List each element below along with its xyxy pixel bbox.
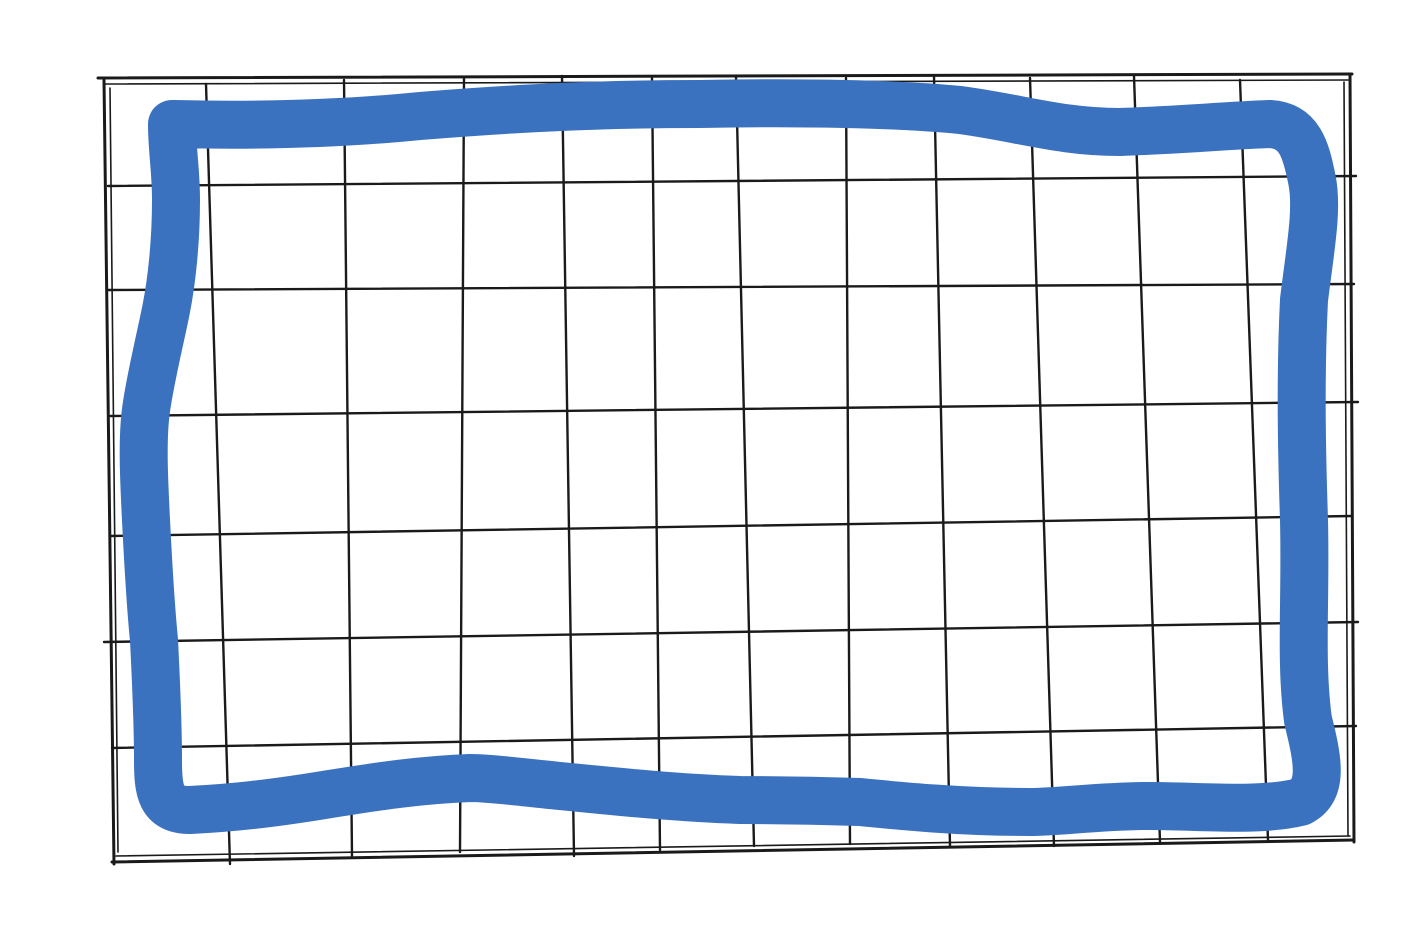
grid-col-line-5 xyxy=(650,76,662,852)
grid-frame-right xyxy=(1348,72,1356,844)
grid-col-line-10 xyxy=(1132,74,1162,844)
hand-drawn-grid xyxy=(96,72,1360,866)
grid-frame-bottom-double xyxy=(115,835,1351,857)
grid-col-line-7 xyxy=(844,76,852,846)
grid-col-line-11 xyxy=(1238,78,1270,842)
grid-col-line-2 xyxy=(342,78,354,858)
grid-row-line-4 xyxy=(108,514,1354,538)
grid-row-line-1 xyxy=(106,174,1358,188)
grid-col-line-1 xyxy=(204,82,232,866)
grid-row-line-3 xyxy=(108,400,1360,418)
grid-col-line-6 xyxy=(734,74,756,848)
grid-frame-left xyxy=(102,78,116,866)
grid-frame-right-double xyxy=(1343,81,1349,837)
grid-col-line-8 xyxy=(932,74,952,848)
grid-col-line-3 xyxy=(458,76,466,854)
grid-col-line-4 xyxy=(560,74,576,858)
grid-row-line-6 xyxy=(110,724,1358,750)
grid-frame-bottom xyxy=(110,838,1356,864)
blue-hand-drawn-rectangle xyxy=(119,79,1341,836)
grid-frame-top xyxy=(96,72,1354,80)
grid-col-line-9 xyxy=(1028,76,1056,848)
blue-outline-stroke xyxy=(119,79,1341,836)
grid-row-line-5 xyxy=(102,620,1360,644)
grid-frame-left-double xyxy=(109,87,119,853)
grid-row-line-2 xyxy=(106,282,1356,292)
